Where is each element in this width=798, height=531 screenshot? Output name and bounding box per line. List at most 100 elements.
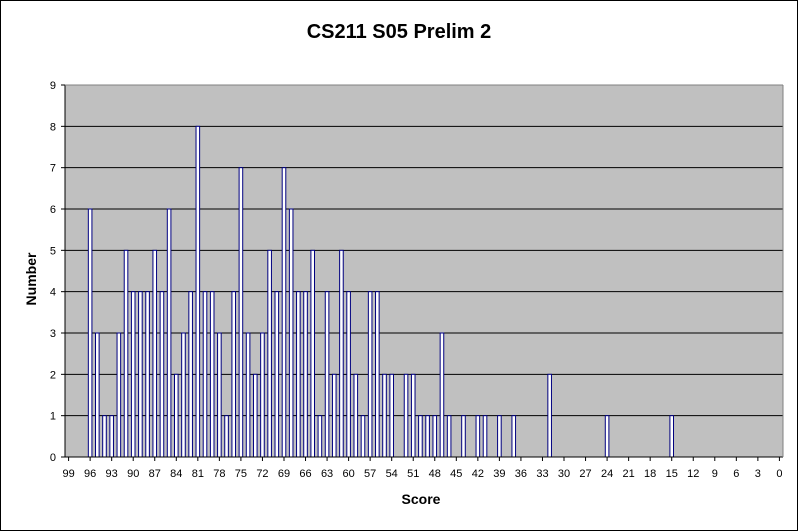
bar	[310, 249, 316, 458]
x-tick-label: 24	[601, 468, 613, 480]
y-tick-label: 0	[50, 452, 56, 464]
bar	[353, 373, 359, 458]
y-tick-label: 7	[50, 163, 56, 175]
x-tick-label: 9	[712, 468, 718, 480]
bar	[604, 415, 610, 458]
bar	[195, 125, 201, 458]
bar	[95, 332, 100, 458]
y-tick-label: 9	[50, 80, 56, 92]
bar	[331, 373, 337, 458]
bar	[389, 373, 394, 458]
x-axis-label: Score	[401, 491, 441, 507]
bar	[418, 415, 423, 458]
x-tick-label: 36	[515, 468, 527, 480]
bar	[439, 332, 445, 458]
x-tick-label: 66	[299, 468, 311, 480]
bar	[238, 167, 244, 458]
bar	[181, 332, 186, 458]
bar	[446, 415, 452, 458]
bar	[367, 291, 373, 458]
x-tick-label: 63	[321, 468, 333, 480]
bar	[497, 415, 502, 458]
bar	[123, 249, 129, 458]
bar	[346, 291, 351, 458]
y-tick-label: 4	[50, 287, 56, 299]
x-tick-label: 3	[755, 468, 761, 480]
bar	[339, 249, 344, 458]
x-tick-label: 90	[127, 468, 139, 480]
bar	[274, 291, 280, 458]
bar	[475, 415, 481, 458]
y-tick-label: 5	[50, 245, 56, 257]
bar	[130, 291, 136, 458]
chart-title: CS211 S05 Prelim 2	[306, 21, 492, 43]
y-tick-label: 6	[50, 204, 56, 216]
x-tick-label: 72	[256, 468, 268, 480]
bar	[410, 373, 416, 458]
y-tick-label: 8	[50, 121, 56, 133]
x-tick-label: 78	[213, 468, 225, 480]
bar	[224, 415, 229, 458]
x-tick-label: 75	[235, 468, 247, 480]
bar	[152, 249, 158, 458]
bar	[547, 373, 552, 458]
y-tick-label: 2	[50, 369, 56, 381]
x-tick-label: 27	[579, 468, 591, 480]
bar	[138, 291, 143, 458]
x-tick-label: 51	[407, 468, 419, 480]
bar	[511, 415, 517, 458]
x-tick-label: 15	[666, 468, 678, 480]
bar	[252, 373, 258, 458]
bar	[281, 167, 287, 458]
bar	[461, 415, 466, 458]
x-tick-label: 39	[493, 468, 505, 480]
bar	[159, 291, 165, 458]
bar	[260, 332, 265, 458]
bar	[317, 415, 323, 458]
y-tick-label: 3	[50, 328, 56, 340]
bar	[145, 291, 150, 458]
bar	[324, 291, 330, 458]
x-tick-label: 42	[472, 468, 484, 480]
x-tick-label: 48	[429, 468, 441, 480]
x-tick-label: 21	[623, 468, 635, 480]
bar	[173, 373, 179, 458]
x-tick-label: 81	[192, 468, 204, 480]
x-tick-label: 45	[450, 468, 462, 480]
y-tick-label: 1	[50, 411, 56, 423]
bar	[360, 415, 366, 458]
bar	[403, 373, 409, 458]
x-tick-label: 69	[278, 468, 290, 480]
x-tick-label: 33	[536, 468, 548, 480]
x-tick-label: 87	[149, 468, 161, 480]
x-tick-label: 93	[106, 468, 118, 480]
x-tick-label: 30	[558, 468, 570, 480]
x-tick-label: 6	[733, 468, 739, 480]
bar	[202, 291, 208, 458]
bar	[296, 291, 301, 458]
bar	[109, 415, 114, 458]
bar	[217, 332, 222, 458]
x-tick-label: 18	[644, 468, 656, 480]
bar	[303, 291, 308, 458]
bar	[288, 208, 294, 458]
bar	[669, 415, 675, 458]
bar	[432, 415, 438, 458]
x-tick-label: 54	[386, 468, 398, 480]
x-tick-label: 12	[687, 468, 699, 480]
bar	[267, 249, 272, 458]
bar	[116, 332, 122, 458]
plot-background	[65, 85, 783, 457]
x-tick-label: 57	[364, 468, 376, 480]
bar	[231, 291, 237, 458]
bar	[375, 291, 380, 458]
x-tick-label: 84	[170, 468, 182, 480]
bar	[209, 291, 215, 458]
x-tick-label: 0	[776, 468, 782, 480]
bar	[166, 208, 172, 458]
bar	[188, 291, 193, 458]
bar	[102, 415, 107, 458]
